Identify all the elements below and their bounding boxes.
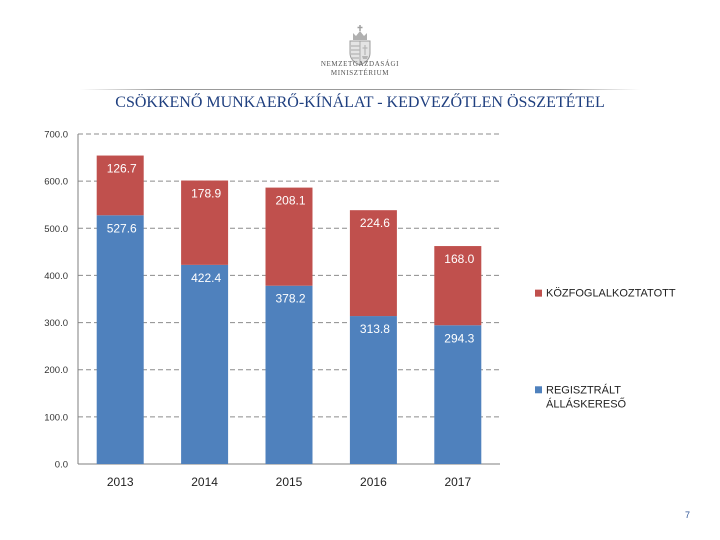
bar-public-works-2014 [181, 180, 229, 265]
data-label-registered-2013: 527.6 [107, 221, 137, 235]
y-tick-label-0: 0.0 [55, 460, 68, 471]
y-tick-label-6: 600.0 [44, 177, 68, 188]
stacked-bar-chart: 0.0 100.0 200.0 300.0 400.0 500.0 600.0 700.0 52… [44, 130, 676, 490]
data-label-public-works-2016: 224.6 [360, 216, 390, 230]
x-tick-label-2014: 2014 [191, 475, 218, 489]
logo-text-line2: MINISZTÉRIUM [330, 69, 390, 77]
bar-registered-2015 [265, 285, 313, 464]
y-tick-label-2: 200.0 [44, 365, 68, 376]
shield-icon [349, 40, 371, 66]
legend-swatch-public-works [535, 289, 542, 297]
data-label-registered-2015: 378.2 [276, 292, 306, 306]
x-tick-label-2015: 2015 [276, 475, 303, 489]
x-tick-label-2017: 2017 [444, 475, 471, 489]
data-label-public-works-2013: 126.7 [107, 162, 137, 176]
bar-public-works-2017 [434, 246, 482, 326]
data-label-registered-2016: 313.8 [360, 322, 390, 336]
bar-public-works-2015 [265, 187, 313, 286]
title-divider [80, 89, 640, 90]
data-label-public-works-2017: 168.0 [444, 252, 474, 266]
y-tick-label-5: 500.0 [44, 224, 68, 235]
legend-swatch-registered [535, 386, 542, 394]
legend-label-registered-line2: ÁLLÁSKERESŐ [546, 396, 627, 410]
data-label-registered-2017: 294.3 [444, 331, 474, 345]
logo-text-line1: NEMZETGAZDASÁGI [320, 60, 400, 68]
y-tick-label-7: 700.0 [44, 130, 68, 141]
data-label-public-works-2014: 178.9 [191, 187, 221, 201]
coat-of-arms-logo [349, 25, 371, 66]
bar-public-works-2016 [349, 210, 397, 317]
page-number: 7 [684, 510, 690, 520]
data-label-public-works-2015: 208.1 [276, 194, 306, 208]
crown-icon [353, 25, 367, 40]
y-tick-label-1: 100.0 [44, 412, 68, 423]
x-tick-label-2016: 2016 [360, 475, 387, 489]
bar-public-works-2013 [96, 155, 144, 216]
chart-title: CSÖKKENŐ MUNKAERŐ-KÍNÁLAT - KEDVEZŐTLEN … [115, 94, 605, 111]
bar-registered-2016 [349, 316, 397, 464]
legend-label-public-works-line1: KÖZFOGLALKOZTATOTT [546, 288, 676, 300]
y-tick-label-4: 400.0 [44, 271, 68, 282]
x-tick-label-2013: 2013 [107, 475, 134, 489]
legend-label-registered-line1: REGISZTRÁLT [546, 383, 621, 396]
y-tick-label-3: 300.0 [44, 318, 68, 329]
bar-registered-2014 [181, 264, 229, 464]
bar-registered-2013 [96, 215, 144, 464]
bar-registered-2017 [434, 325, 482, 464]
data-label-registered-2014: 422.4 [191, 271, 221, 285]
